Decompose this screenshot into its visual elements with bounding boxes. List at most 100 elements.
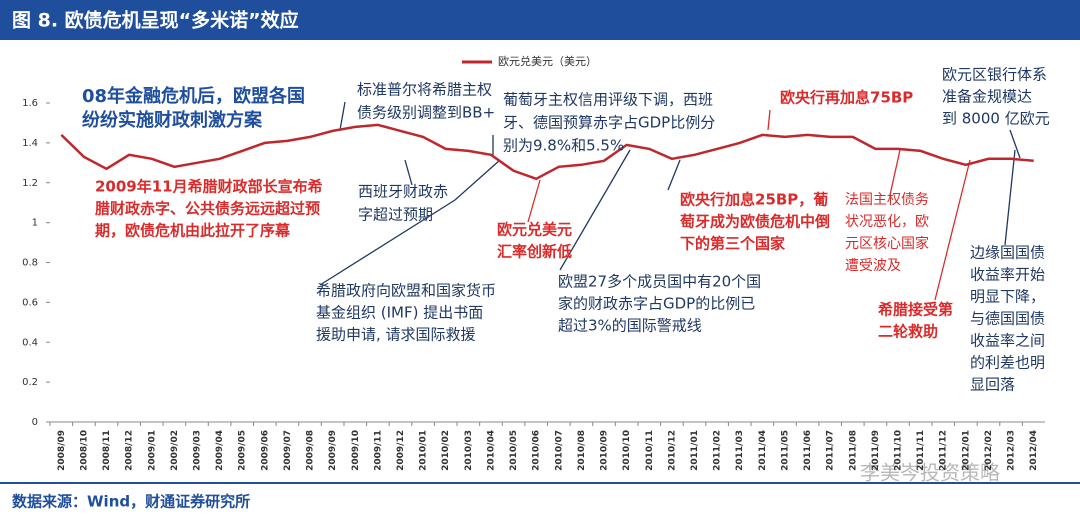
x-tick-label: 2009/10 [351, 430, 361, 471]
leader [1009, 129, 1021, 159]
x-tick-label: 2009/07 [283, 430, 293, 471]
series-line [60, 123, 1034, 181]
annotation: 元区核心国家 [845, 235, 929, 252]
annotation: 援助申请, 请求国际救援 [316, 326, 476, 344]
annotation: 欧央行再加息75BP [780, 89, 913, 107]
annotation: 准备金规模达 [942, 88, 1032, 106]
annotation: 边缘国国债 [970, 244, 1045, 262]
annotation: 欧元兑美元 [497, 221, 572, 239]
x-tick-label: 2011/11 [916, 430, 926, 471]
y-tick-label: 0.4 [22, 337, 38, 348]
x-tick-label: 2010/03 [464, 430, 474, 471]
legend-label: 欧元兑美元（美元） [498, 54, 597, 68]
annotation: 字超过预期 [358, 206, 433, 224]
annotation: 08年金融危机后，欧盟各国 [82, 85, 305, 107]
annotation: 腊财政赤字、公共债务远远超过预 [95, 200, 320, 218]
x-tick-label: 2009/03 [192, 430, 202, 471]
y-tick-label: 0 [32, 417, 38, 428]
chart-title: 图 8. 欧债危机呈现“多米诺”效应 [12, 9, 299, 32]
y-tick-label: 0.8 [22, 258, 38, 269]
x-tick-label: 2008/11 [102, 430, 112, 471]
annotation: 汇率创新低 [497, 243, 572, 261]
x-tick-label: 2012/01 [961, 430, 971, 471]
x-tick-label: 2010/01 [419, 430, 429, 471]
annotation: 二轮救助 [878, 323, 938, 341]
annotation: 希腊接受第 [878, 301, 953, 319]
annotation: 2009年11月希腊财政部长宣布希 [95, 178, 323, 196]
y-tick-label: 1.6 [22, 98, 38, 109]
x-tick-label: 2010/11 [645, 430, 655, 471]
annotation: 到 8000 亿欧元 [942, 110, 1050, 128]
leader [889, 149, 901, 196]
x-tick-label: 2012/04 [1029, 430, 1039, 471]
x-tick-label: 2011/12 [939, 430, 949, 471]
annotation: 标准普尔将希腊主权 [357, 81, 492, 99]
leader [319, 159, 501, 286]
x-tick-label: 2010/02 [441, 430, 451, 471]
annotation: 的利差也明 [970, 354, 1045, 372]
y-tick-label: 1 [32, 218, 38, 229]
x-tick-label: 2011/07 [826, 430, 836, 471]
x-tick-label: 2010/08 [577, 430, 587, 471]
annotation: 基金组织 (IMF) 提出书面 [316, 304, 483, 322]
x-tick-label: 2010/07 [554, 430, 564, 471]
leader-lines [319, 101, 1021, 301]
annotation: 欧元区银行体系 [942, 66, 1047, 84]
annotation: 家的财政赤字占GDP的比例已 [558, 295, 755, 313]
x-tick-label: 2011/04 [758, 430, 768, 471]
y-tick-label: 0.2 [22, 377, 38, 388]
x-tick-label: 2010/12 [667, 430, 677, 471]
y-tick-label: 0.6 [22, 297, 38, 308]
annotation: 期，欧债危机由此拉开了序幕 [95, 222, 291, 240]
footer-rule [0, 482, 1080, 484]
leader [934, 159, 971, 301]
x-tick-label: 2010/05 [509, 430, 519, 471]
x-tick-label: 2011/01 [690, 430, 700, 471]
x-tick-label: 2009/06 [260, 430, 270, 471]
annotation: 债务级别调整到BB+ [357, 104, 495, 122]
leader [559, 149, 631, 271]
x-tick-label: 2009/09 [328, 430, 338, 471]
leader [404, 159, 413, 186]
annotation: 遭受波及 [845, 258, 901, 274]
x-tick-label: 2009/01 [147, 430, 157, 471]
x-tick-label: 2011/10 [894, 430, 904, 471]
leader [667, 159, 681, 191]
x-tick-label: 2012/02 [984, 430, 994, 471]
x-tick-label: 2009/02 [170, 430, 180, 471]
x-tick-label: 2011/02 [713, 430, 723, 471]
x-tick-label: 2011/05 [780, 430, 790, 471]
annotation: 欧盟27多个成员国中有20个国 [558, 273, 761, 291]
annotation: 别为9.8%和5.5% [503, 137, 624, 155]
x-tick-label: 2009/12 [396, 430, 406, 471]
annotation: 牙、德国预算赤字占GDP比例分 [503, 114, 715, 132]
x-tick-label: 2009/05 [238, 430, 248, 471]
annotation: 明显下降， [970, 288, 1045, 306]
y-tick-label: 1.4 [22, 138, 38, 149]
annotation: 萄牙成为欧债危机中倒 [680, 213, 830, 231]
annotation: 显回落 [970, 376, 1015, 394]
x-tick-label: 2010/04 [486, 430, 496, 471]
annotation: 法国主权债务 [845, 192, 929, 208]
annotation: 希腊政府向欧盟和国家货币 [316, 282, 496, 300]
x-tick-label: 2009/04 [215, 430, 225, 471]
x-tick-label: 2009/11 [373, 430, 383, 471]
annotation: 与德国国债 [970, 310, 1045, 328]
x-tick-label: 2011/09 [871, 430, 881, 471]
x-tick-label: 2011/03 [735, 430, 745, 471]
leader [767, 109, 771, 131]
annotation: 葡萄牙主权信用评级下调，西班 [503, 91, 713, 109]
x-tick-label: 2010/06 [532, 430, 542, 471]
title-bar [0, 0, 1080, 40]
annotation: 纷纷实施财政刺激方案 [82, 109, 263, 131]
leader [339, 101, 346, 131]
y-tick-label: 1.2 [22, 178, 38, 189]
annotation: 收益率之间 [970, 332, 1045, 350]
leader [527, 179, 541, 223]
annotation: 西班牙财政赤 [358, 183, 448, 201]
annotation: 下的第三个国家 [680, 235, 785, 253]
x-tick-label: 2008/09 [57, 430, 67, 471]
annotation: 收益率开始 [970, 266, 1045, 284]
x-tick-label: 2010/10 [622, 430, 632, 471]
